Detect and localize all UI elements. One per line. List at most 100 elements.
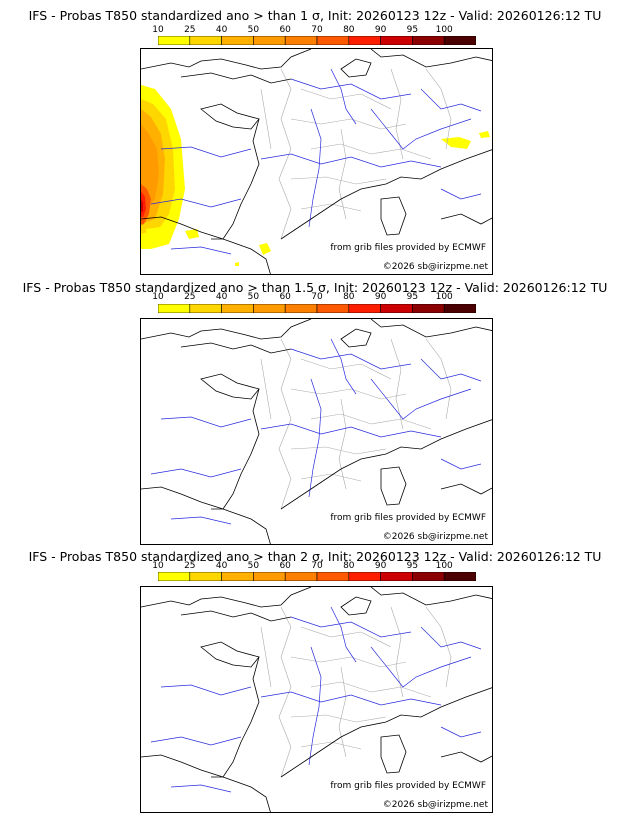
colorbar-segment xyxy=(412,572,445,581)
colorbar-tick-label: 60 xyxy=(279,561,291,571)
coastline xyxy=(211,118,260,240)
panel-2: IFS - Probas T850 standardized ano > tha… xyxy=(22,280,608,545)
coastline xyxy=(380,196,407,236)
river xyxy=(290,348,412,370)
colorbar-tick-label: 80 xyxy=(343,25,355,35)
admin-border xyxy=(425,338,452,420)
river xyxy=(150,468,242,478)
colorbar-tick-label: 60 xyxy=(279,292,291,302)
river xyxy=(260,691,442,706)
coastline xyxy=(141,587,312,608)
colorbar-tick-label: 60 xyxy=(279,25,291,35)
river xyxy=(440,188,482,200)
colorbar-tick-label: 90 xyxy=(374,25,387,35)
river xyxy=(290,616,412,638)
colorbar-tick-label: 95 xyxy=(406,292,419,302)
admin-border xyxy=(310,681,432,698)
coastline xyxy=(370,49,492,68)
admin-border xyxy=(300,473,362,482)
admin-border xyxy=(338,666,347,758)
river xyxy=(160,416,252,428)
panel-title: IFS - Probas T850 standardized ano > tha… xyxy=(22,280,608,295)
colorbar-segment xyxy=(284,572,318,581)
admin-border xyxy=(290,714,387,723)
admin-border xyxy=(390,606,404,698)
coastline xyxy=(211,656,260,778)
river xyxy=(330,338,357,395)
panel-title: IFS - Probas T850 standardized ano > tha… xyxy=(28,549,602,564)
colorbar-tick-label: 50 xyxy=(247,25,260,35)
admin-border xyxy=(310,413,432,430)
colorbar-tick-label: 25 xyxy=(184,25,196,35)
colorbar xyxy=(158,304,476,313)
river xyxy=(330,68,357,125)
coastline xyxy=(141,486,271,544)
coastline xyxy=(380,466,407,506)
colorbar-tick-label: 95 xyxy=(406,25,419,35)
coastline xyxy=(340,328,372,348)
colorbar-tick-label: 70 xyxy=(311,561,323,571)
basemap xyxy=(141,587,492,812)
colorbar-tick-label: 25 xyxy=(184,292,196,302)
colorbar-tick-label: 10 xyxy=(152,25,164,35)
river xyxy=(260,423,442,438)
colorbar xyxy=(158,36,476,45)
colorbar-tick-label: 50 xyxy=(247,561,260,571)
coastline xyxy=(280,687,492,778)
river xyxy=(290,78,412,100)
basemap xyxy=(141,49,492,274)
river xyxy=(170,516,232,525)
coastline xyxy=(440,483,492,495)
river xyxy=(260,153,442,168)
coastline xyxy=(211,388,260,510)
colorbar-tick-label: 100 xyxy=(435,25,453,35)
coastline xyxy=(370,587,492,606)
colorbar-tick-label: 40 xyxy=(215,561,228,571)
admin-border xyxy=(300,88,392,110)
copyright-label: ©2026 sb@irizpme.net xyxy=(382,532,488,542)
admin-border xyxy=(260,358,272,420)
colorbar-tick-label: 95 xyxy=(406,561,419,571)
colorbar-ticks: 10 25 40 50 60 70 80 90 95 100 xyxy=(152,292,476,302)
panel-1: IFS - Probas T850 standardized ano > tha… xyxy=(0,0,630,280)
river xyxy=(420,358,482,382)
colorbar-segment xyxy=(443,572,476,581)
admin-border xyxy=(260,88,272,150)
colorbar-tick-label: 80 xyxy=(343,292,355,302)
map-view[interactable]: from grib files provided by ECMWF ©2026 … xyxy=(140,48,493,275)
colorbar-tick-label: 10 xyxy=(152,292,164,302)
coastline xyxy=(280,149,492,240)
map-view[interactable]: from grib files provided by ECMWF ©2026 … xyxy=(140,318,493,545)
coastline xyxy=(141,49,312,70)
admin-border xyxy=(278,606,292,778)
copyright-label: ©2026 sb@irizpme.net xyxy=(382,262,488,272)
admin-border xyxy=(290,118,407,130)
river xyxy=(330,606,357,663)
map-svg xyxy=(141,319,492,544)
colorbar-tick-label: 50 xyxy=(247,292,260,302)
coastline xyxy=(141,754,271,812)
admin-border xyxy=(338,128,347,220)
basemap xyxy=(141,319,492,544)
river xyxy=(308,108,322,228)
river xyxy=(150,736,242,746)
admin-border xyxy=(290,656,407,668)
coastline xyxy=(380,734,407,774)
colorbar-tick-label: 70 xyxy=(311,292,323,302)
coastline xyxy=(440,213,492,225)
colorbar-segment xyxy=(158,572,191,581)
admin-border xyxy=(390,338,404,430)
river xyxy=(170,784,232,793)
coastline xyxy=(200,373,260,400)
coastline xyxy=(370,319,492,338)
coastline xyxy=(180,342,292,354)
colorbar-tick-label: 25 xyxy=(184,561,196,571)
admin-border xyxy=(300,741,362,750)
map-svg xyxy=(141,49,492,274)
river xyxy=(440,458,482,470)
map-view[interactable]: from grib files provided by ECMWF ©2026 … xyxy=(140,586,493,813)
colorbar-tick-label: 70 xyxy=(311,25,323,35)
coastline xyxy=(340,596,372,616)
colorbar-segment xyxy=(348,572,381,581)
